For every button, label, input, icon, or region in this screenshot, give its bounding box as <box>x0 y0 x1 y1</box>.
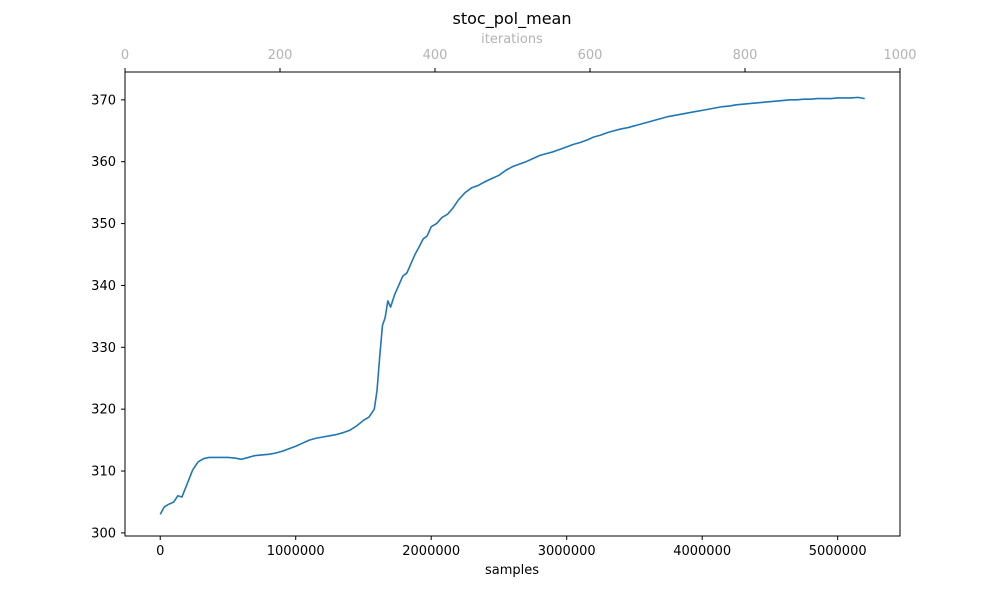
y-tick-label: 320 <box>91 403 116 418</box>
x-tick-label: 5000000 <box>809 544 867 559</box>
top-tick-label: 200 <box>268 48 293 63</box>
top-axis-ticks: 0 200 400 600 800 1000 <box>121 48 917 72</box>
y-tick-label: 370 <box>91 93 116 108</box>
top-tick-label: 600 <box>578 48 603 63</box>
y-tick-label: 360 <box>91 155 116 170</box>
x-axis-label: samples <box>485 563 539 578</box>
x-tick-label: 1000000 <box>267 544 325 559</box>
plot-frame <box>124 71 901 537</box>
y-tick-label: 310 <box>91 465 116 480</box>
chart-title: stoc_pol_mean <box>453 9 572 29</box>
y-tick-label: 340 <box>91 279 116 294</box>
top-tick-label: 1000 <box>883 48 916 63</box>
y-tick-label: 300 <box>91 526 116 541</box>
top-tick-label: 400 <box>423 48 448 63</box>
x-axis-ticks: 0 1000000 2000000 3000000 4000000 5000000 <box>156 536 867 559</box>
y-tick-label: 350 <box>91 217 116 232</box>
top-tick-label: 800 <box>733 48 758 63</box>
y-tick-label: 330 <box>91 341 116 356</box>
series-line-0 <box>159 96 865 515</box>
x-tick-label: 0 <box>156 544 164 559</box>
top-tick-label: 0 <box>121 48 129 63</box>
plot-area <box>159 96 865 515</box>
x-tick-label: 4000000 <box>673 544 731 559</box>
x-tick-label: 2000000 <box>402 544 460 559</box>
y-axis-ticks: 300 310 320 330 340 350 360 370 <box>91 93 125 541</box>
top-axis-label: iterations <box>481 32 543 47</box>
x-tick-label: 3000000 <box>538 544 596 559</box>
